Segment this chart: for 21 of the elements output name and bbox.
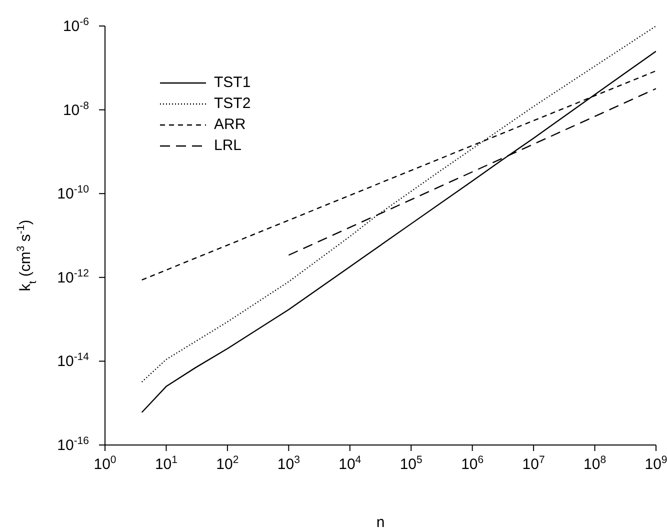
y-tick-label: 10$^{-16}$ xyxy=(57,435,90,454)
x-tick-label: 10$^{4}$ xyxy=(338,454,362,473)
y-tick-label: 10$^{-8}$ xyxy=(62,100,90,119)
x-tick-label: 10$^{9}$ xyxy=(644,454,667,473)
x-tick-label: 10$^{6}$ xyxy=(461,454,484,473)
x-tick-label: 10$^{2}$ xyxy=(216,454,239,473)
y-tick-label: 10$^{-12}$ xyxy=(57,267,90,286)
y-tick-label: 10$^{-14}$ xyxy=(57,351,90,370)
x-tick-label: 10$^{0}$ xyxy=(94,454,116,473)
x-tick-label: 10$^{3}$ xyxy=(277,454,300,473)
x-tick-label: 10$^{1}$ xyxy=(154,454,178,473)
x-tick-label: 10$^{5}$ xyxy=(400,454,423,473)
y-tick-label: 10$^{-10}$ xyxy=(57,184,90,203)
legend-label: TST1 xyxy=(214,74,251,91)
x-tick-label: 10$^{7}$ xyxy=(522,454,545,473)
legend-label: TST2 xyxy=(214,95,251,112)
x-tick-label: 10$^{8}$ xyxy=(584,454,606,473)
legend-label: ARR xyxy=(214,116,246,133)
x-axis-title: n xyxy=(376,514,385,531)
y-tick-label: 10$^{-6}$ xyxy=(62,16,90,35)
legend-label: LRL xyxy=(214,137,242,154)
